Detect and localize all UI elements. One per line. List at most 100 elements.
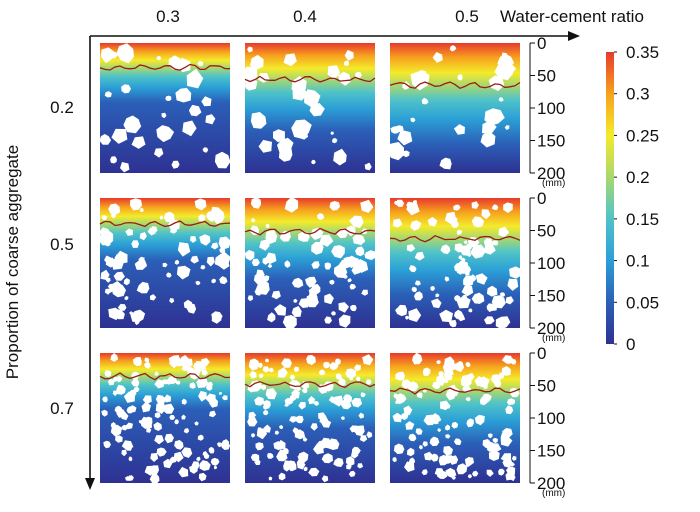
aggregate-particle: [146, 427, 152, 433]
aggregate-particle: [297, 451, 309, 464]
aggregate-particle: [177, 242, 191, 257]
aggregate-particle: [412, 200, 417, 205]
panel-r2-c2: [389, 352, 521, 483]
aggregate-particle: [458, 361, 463, 365]
aggregate-particle: [256, 269, 265, 278]
aggregate-particle: [156, 447, 167, 457]
aggregate-particle: [198, 472, 207, 482]
aggregate-particle: [355, 71, 362, 78]
aggregate-particle: [444, 424, 450, 431]
aggregate-particle: [104, 255, 112, 264]
aggregate-particle: [488, 75, 505, 91]
aggregate-particle: [175, 380, 181, 385]
aggregate-particle: [155, 394, 167, 405]
aggregate-particle: [159, 215, 164, 220]
aggregate-particle: [293, 298, 298, 303]
aggregate-particle: [474, 414, 485, 426]
aggregate-particle: [132, 357, 142, 367]
aggregate-particle: [150, 453, 159, 462]
aggregate-particle: [348, 470, 356, 477]
aggregate-particle: [248, 411, 257, 419]
panel-r1-c1: [244, 196, 376, 330]
aggregate-particle: [110, 422, 116, 428]
aggregate-particle: [394, 200, 399, 206]
aggregate-particle: [366, 431, 373, 439]
aggregate-particle: [406, 244, 416, 252]
aggregate-particle: [244, 249, 255, 261]
aggregate-particle: [488, 433, 493, 439]
front-line: [389, 234, 521, 243]
aggregate-particle: [258, 139, 272, 153]
aggregate-particle: [104, 91, 112, 98]
aggregate-particle: [507, 278, 519, 291]
aggregate-particle: [103, 440, 111, 449]
aggregate-particle: [124, 296, 129, 301]
aggregate-particle: [182, 120, 197, 137]
aggregate-particle: [338, 71, 352, 86]
depth-tick-label: 100: [537, 409, 565, 428]
aggregate-particle: [282, 315, 297, 330]
aggregate-particle: [144, 465, 155, 476]
aggregate-particle: [144, 357, 150, 363]
aggregate-particle: [362, 354, 374, 366]
colorbar-tick-label: 0.2: [626, 168, 650, 187]
depth-axes: 050100150200(mm)050100150200(mm)05010015…: [529, 34, 565, 499]
colorbar-tick-label: 0.05: [626, 293, 659, 312]
aggregate-particle: [445, 467, 457, 478]
aggregate-particle: [494, 62, 514, 81]
aggregate-particle: [121, 449, 127, 457]
aggregate-particle: [284, 260, 291, 268]
aggregate-particle: [196, 456, 201, 462]
aggregate-particle: [421, 97, 429, 105]
aggregate-particle: [345, 368, 356, 379]
aggregate-particle: [457, 267, 464, 275]
aggregate-particle: [436, 360, 441, 365]
aggregate-particle: [459, 245, 471, 256]
aggregate-particle: [421, 469, 428, 476]
aggregate-particle: [141, 401, 151, 413]
aggregate-particle: [210, 457, 219, 466]
aggregate-particle: [247, 417, 258, 427]
aggregate-particle: [247, 46, 253, 53]
aggregate-particle: [505, 470, 515, 481]
column-label-2: 0.5: [455, 7, 479, 26]
aggregate-particle: [451, 421, 459, 429]
aggregate-particle: [110, 156, 117, 164]
aggregate-particle: [116, 384, 126, 395]
aggregate-particle: [392, 457, 397, 463]
aggregate-particle: [163, 458, 173, 469]
aggregate-particle: [116, 376, 123, 383]
aggregate-particle: [463, 240, 468, 245]
aggregate-particle: [498, 468, 505, 476]
aggregate-particle: [120, 162, 130, 173]
aggregate-particle: [405, 421, 415, 430]
aggregate-particle: [267, 264, 273, 269]
aggregate-particle: [214, 151, 231, 169]
aggregate-particle: [511, 455, 517, 461]
aggregate-particle: [263, 404, 268, 410]
aggregate-particle: [194, 421, 199, 426]
front-line: [244, 75, 376, 83]
aggregate-particle: [314, 401, 319, 406]
aggregate-particle: [193, 360, 207, 372]
aggregate-particle: [101, 215, 108, 221]
aggregate-particle: [409, 457, 416, 464]
aggregate-particle: [167, 376, 174, 382]
aggregate-particle: [444, 455, 450, 461]
aggregate-particle: [482, 384, 488, 390]
depth-tick-label: 200: [537, 319, 565, 338]
aggregate-particle: [107, 283, 115, 290]
aggregate-particle: [303, 466, 308, 471]
aggregate-particle: [390, 126, 400, 134]
aggregate-particle: [406, 201, 413, 209]
aggregate-particle: [263, 424, 271, 433]
aggregate-particle: [260, 384, 267, 391]
aggregate-particle: [314, 447, 319, 453]
aggregate-particle: [199, 460, 211, 471]
aggregate-particle: [404, 461, 415, 472]
aggregate-particle: [197, 60, 204, 67]
aggregate-particle: [349, 376, 354, 381]
colorbar-tick-label: 0.15: [626, 210, 659, 229]
aggregate-particle: [121, 84, 131, 94]
aggregate-particle: [208, 446, 215, 454]
